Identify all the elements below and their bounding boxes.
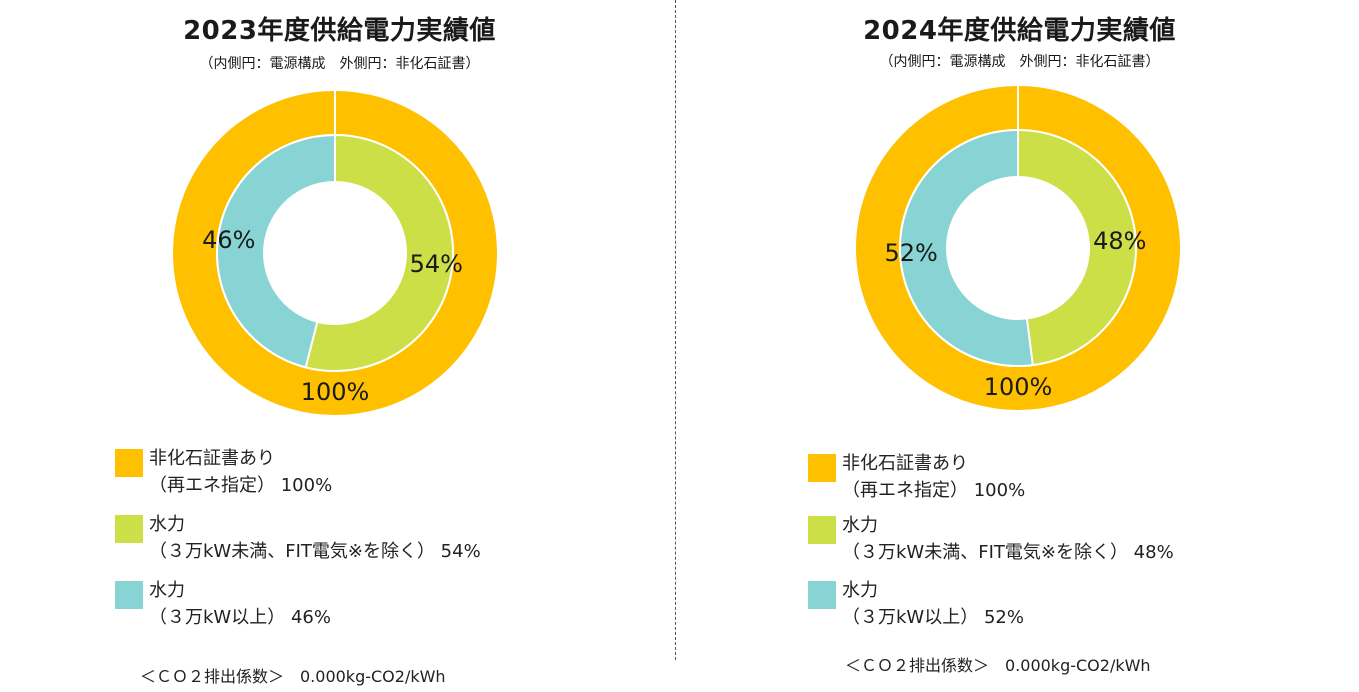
- legend-swatch: [808, 581, 836, 609]
- panel-divider: [675, 0, 676, 660]
- inner-ring-slice-1: [899, 128, 1034, 367]
- inner-ring-slice-0: [1017, 128, 1137, 367]
- inner-ring-slice-1: [216, 133, 336, 369]
- legend-swatch: [808, 516, 836, 544]
- legend-detail: （再エネ指定） 100%: [842, 480, 1026, 501]
- legend-detail: （３万kW以上） 52%: [842, 607, 1024, 628]
- legend-label: 水力: [842, 515, 878, 536]
- legend-label: 非化石証書あり: [149, 448, 275, 469]
- inner-ring-slice-0: [304, 133, 454, 372]
- chart-title: 2024年度供給電力実績値: [863, 16, 1176, 46]
- inner-ring-slice-label: 54%: [410, 250, 463, 278]
- outer-ring-slice-label: 100%: [984, 373, 1053, 401]
- legend-detail: （再エネ指定） 100%: [149, 475, 333, 496]
- legend-swatch: [115, 581, 143, 609]
- legend-detail: （３万kW未満、FIT電気※を除く） 54%: [149, 541, 481, 562]
- legend-swatch: [808, 454, 836, 482]
- panel-2024: 2024年度供給電力実績値 （内側円：電源構成 外側円：非化石証書） 100% 4…: [680, 0, 1359, 692]
- donut-chart-2023: 100% 54% 46%: [171, 89, 499, 417]
- inner-ring-slice-label: 52%: [885, 239, 938, 267]
- legend-label: 非化石証書あり: [842, 453, 968, 474]
- donut-chart-2024: 100% 48% 52%: [854, 84, 1182, 412]
- legend-label: 水力: [842, 580, 878, 601]
- chart-subtitle: （内側円：電源構成 外側円：非化石証書）: [879, 54, 1160, 70]
- legend-swatch: [115, 515, 143, 543]
- panel-2023: 2023年度供給電力実績値 （内側円：電源構成 外側円：非化石証書） 100% 5…: [0, 0, 679, 692]
- legend-label: 水力: [149, 580, 185, 601]
- outer-ring-slice-label: 100%: [301, 378, 370, 406]
- inner-ring-slice-label: 46%: [202, 226, 255, 254]
- legend-label: 水力: [149, 514, 185, 535]
- inner-ring-slice-label: 48%: [1093, 227, 1146, 255]
- legend-swatch: [115, 449, 143, 477]
- legend-detail: （３万kW未満、FIT電気※を除く） 48%: [842, 542, 1174, 563]
- co2-emission-factor: ＜ＣＯ２排出係数＞ 0.000kg-CO2/kWh: [140, 667, 446, 686]
- legend-detail: （３万kW以上） 46%: [149, 607, 331, 628]
- chart-subtitle: （内側円：電源構成 外側円：非化石証書）: [199, 56, 480, 72]
- chart-title: 2023年度供給電力実績値: [183, 16, 496, 46]
- co2-emission-factor: ＜ＣＯ２排出係数＞ 0.000kg-CO2/kWh: [845, 656, 1151, 675]
